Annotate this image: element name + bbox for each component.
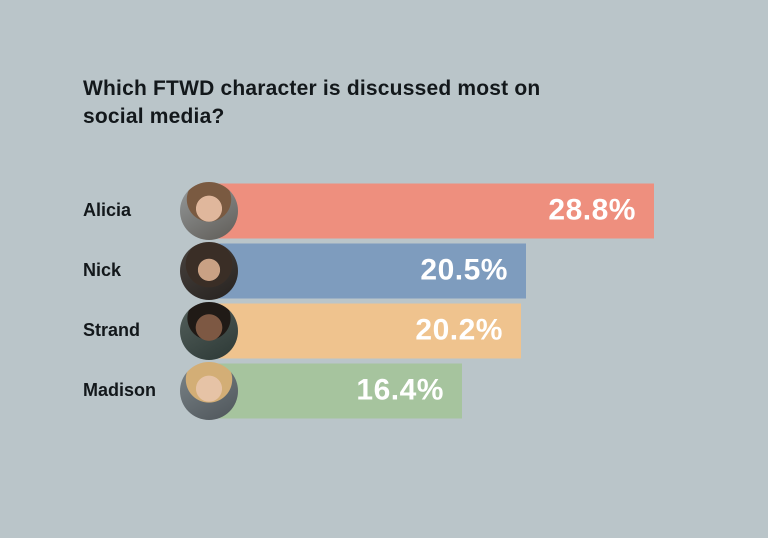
- avatar-madison: [180, 361, 238, 420]
- bar-chart: Alicia 28.8% Nick 20.5% Strand 20.2%: [83, 181, 768, 421]
- value-label: 20.5%: [420, 253, 508, 287]
- category-label-nick: Nick: [83, 260, 122, 281]
- avatar-nick: [180, 241, 238, 300]
- chart-title: Which FTWD character is discussed most o…: [83, 77, 541, 128]
- category-label-alicia: Alicia: [83, 200, 132, 221]
- chart-row: Strand 20.2%: [83, 301, 768, 361]
- chart-row: Nick 20.5%: [83, 241, 768, 301]
- bar: 20.2%: [209, 303, 521, 359]
- bar-track: 28.8%: [180, 181, 768, 241]
- bar: 20.5%: [209, 243, 526, 299]
- bar-track: 20.5%: [180, 241, 768, 301]
- category-label-strand: Strand: [83, 320, 141, 341]
- bar: 28.8%: [209, 183, 654, 239]
- value-label: 16.4%: [356, 373, 444, 407]
- chart-row: Madison 16.4%: [83, 361, 768, 421]
- value-label: 28.8%: [548, 193, 636, 227]
- avatar-alicia: [180, 181, 238, 240]
- bar-track: 20.2%: [180, 301, 768, 361]
- category-label-madison: Madison: [83, 380, 157, 401]
- chart-row: Alicia 28.8%: [83, 181, 768, 241]
- value-label: 20.2%: [415, 313, 503, 347]
- bar: 16.4%: [209, 363, 462, 419]
- bar-track: 16.4%: [180, 361, 768, 421]
- avatar-strand: [180, 301, 238, 360]
